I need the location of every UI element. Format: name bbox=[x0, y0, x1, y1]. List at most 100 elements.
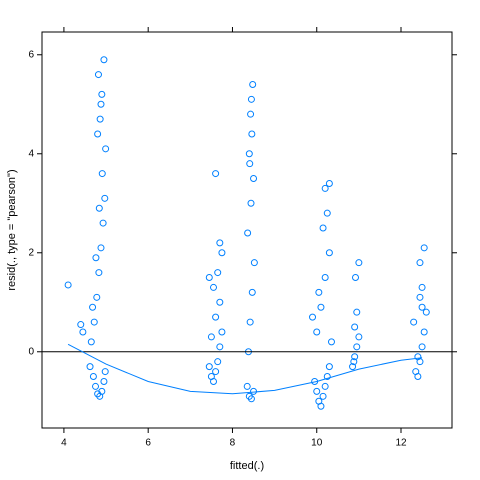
point bbox=[247, 95, 255, 103]
point bbox=[89, 303, 97, 311]
point bbox=[97, 244, 105, 252]
point bbox=[101, 194, 109, 202]
point bbox=[243, 382, 251, 390]
point bbox=[245, 150, 253, 158]
point bbox=[422, 308, 430, 316]
x-tick-label: 6 bbox=[145, 438, 151, 449]
point bbox=[87, 338, 95, 346]
point bbox=[212, 368, 220, 376]
point bbox=[420, 244, 428, 252]
point bbox=[250, 175, 258, 183]
point bbox=[250, 387, 258, 395]
point bbox=[352, 274, 360, 282]
x-axis-label: fitted(.) bbox=[230, 460, 264, 472]
point bbox=[94, 71, 102, 79]
point bbox=[321, 184, 329, 192]
point bbox=[418, 283, 426, 291]
point bbox=[207, 333, 215, 341]
point bbox=[246, 160, 254, 168]
point bbox=[317, 303, 325, 311]
point bbox=[327, 338, 335, 346]
point bbox=[246, 318, 254, 326]
point bbox=[100, 377, 108, 385]
x-tick-label: 12 bbox=[395, 438, 407, 449]
point bbox=[420, 328, 428, 336]
point bbox=[98, 170, 106, 178]
point bbox=[247, 110, 255, 118]
point bbox=[325, 249, 333, 257]
point bbox=[205, 274, 213, 282]
point bbox=[247, 395, 255, 403]
point bbox=[102, 145, 110, 153]
x-tick-label: 10 bbox=[311, 438, 323, 449]
point bbox=[353, 308, 361, 316]
point bbox=[353, 343, 361, 351]
point bbox=[98, 90, 106, 98]
point bbox=[325, 179, 333, 187]
point bbox=[248, 130, 256, 138]
point bbox=[99, 219, 107, 227]
point bbox=[210, 377, 218, 385]
point bbox=[249, 80, 257, 88]
y-tick-label: 2 bbox=[28, 247, 34, 258]
point bbox=[205, 363, 213, 371]
point bbox=[321, 382, 329, 390]
point bbox=[218, 249, 226, 257]
point bbox=[97, 100, 105, 108]
point bbox=[317, 402, 325, 410]
point bbox=[313, 328, 321, 336]
point bbox=[313, 387, 321, 395]
point bbox=[418, 343, 426, 351]
point bbox=[416, 293, 424, 301]
point bbox=[86, 363, 94, 371]
point bbox=[216, 298, 224, 306]
y-axis-label: resid(., type = "pearson") bbox=[6, 169, 18, 290]
point bbox=[89, 373, 97, 381]
point bbox=[250, 259, 258, 267]
point bbox=[323, 209, 331, 217]
point bbox=[410, 318, 418, 326]
point bbox=[95, 204, 103, 212]
point bbox=[92, 382, 100, 390]
point bbox=[100, 56, 108, 64]
point bbox=[212, 170, 220, 178]
point bbox=[210, 283, 218, 291]
point bbox=[216, 343, 224, 351]
point bbox=[355, 259, 363, 267]
point bbox=[96, 115, 104, 123]
x-tick-label: 8 bbox=[230, 438, 236, 449]
point bbox=[212, 313, 220, 321]
point bbox=[248, 288, 256, 296]
point bbox=[214, 269, 222, 277]
point bbox=[323, 373, 331, 381]
point bbox=[247, 199, 255, 207]
point bbox=[79, 328, 87, 336]
y-tick-label: 4 bbox=[28, 148, 34, 159]
point bbox=[315, 288, 323, 296]
point bbox=[351, 323, 359, 331]
point bbox=[214, 358, 222, 366]
point bbox=[244, 229, 252, 237]
point bbox=[351, 353, 359, 361]
point bbox=[218, 328, 226, 336]
point bbox=[77, 321, 85, 329]
plot-panel bbox=[41, 31, 453, 429]
point bbox=[416, 259, 424, 267]
smooth-line bbox=[67, 343, 423, 395]
point bbox=[90, 318, 98, 326]
point bbox=[319, 224, 327, 232]
x-tick-label: 4 bbox=[61, 438, 67, 449]
point bbox=[64, 281, 72, 289]
point bbox=[418, 303, 426, 311]
point bbox=[349, 363, 357, 371]
point bbox=[414, 373, 422, 381]
y-tick-label: 0 bbox=[28, 346, 34, 357]
point bbox=[309, 313, 317, 321]
point bbox=[321, 274, 329, 282]
point bbox=[216, 239, 224, 247]
y-tick-label: 6 bbox=[28, 49, 34, 60]
point bbox=[95, 269, 103, 277]
point bbox=[325, 363, 333, 371]
point bbox=[350, 358, 358, 366]
